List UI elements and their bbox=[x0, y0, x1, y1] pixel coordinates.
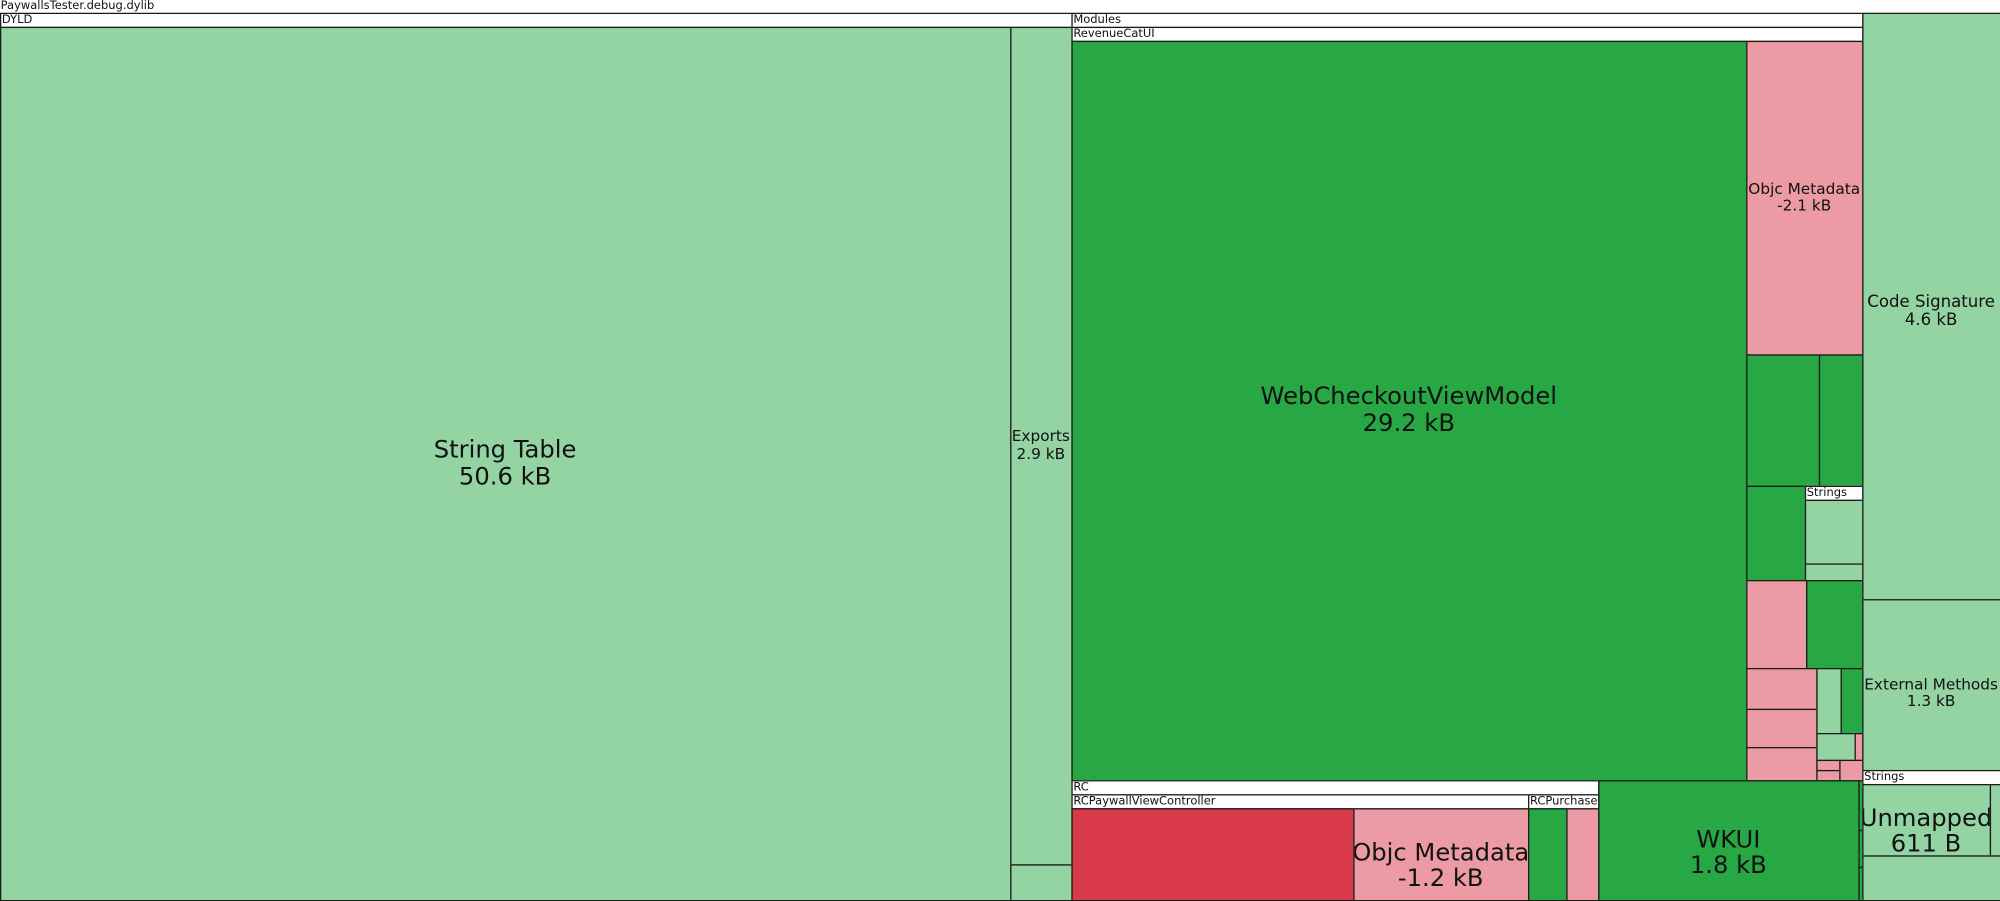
group-header[interactable]: RC bbox=[1070, 779, 1599, 795]
tile[interactable] bbox=[1070, 807, 1354, 901]
tile-label: External Methods bbox=[1864, 675, 1998, 693]
tile[interactable] bbox=[1818, 353, 1863, 487]
tile[interactable]: Objc Metadata -2.1 kB bbox=[1745, 40, 1863, 356]
tile[interactable]: Objc Metadata -1.2 kB bbox=[1352, 807, 1529, 901]
tile[interactable] bbox=[1745, 746, 1817, 781]
tile[interactable] bbox=[1745, 353, 1820, 487]
tile[interactable] bbox=[1745, 667, 1817, 710]
tile-size: 50.6 kB bbox=[458, 462, 552, 491]
tile[interactable]: String Table 50.6 kB bbox=[0, 26, 1011, 901]
root-header: PaywallsTester.debug.dylib bbox=[0, 0, 2000, 14]
tile-label: Objc Metadata bbox=[1748, 179, 1861, 198]
tile[interactable]: Unmapped 611 B bbox=[1861, 783, 1991, 857]
tile[interactable] bbox=[1009, 863, 1073, 901]
tile-size: -2.1 kB bbox=[1777, 196, 1832, 215]
tile[interactable]: Code Signature 4.6 kB bbox=[1861, 12, 2000, 600]
group-header[interactable]: Strings bbox=[1804, 485, 1863, 501]
tile[interactable]: Exports 2.9 kB bbox=[1009, 26, 1073, 865]
tile[interactable] bbox=[1815, 667, 1842, 734]
tile[interactable]: WebCheckoutViewModel 29.2 kB bbox=[1070, 40, 1747, 781]
group-header[interactable]: RCPaywallViewController bbox=[1070, 793, 1529, 809]
tile-size: 4.6 kB bbox=[1904, 310, 1958, 330]
tile[interactable] bbox=[1861, 854, 2000, 901]
tile[interactable] bbox=[1839, 667, 1863, 734]
tile-size: 1.8 kB bbox=[1689, 852, 1767, 881]
tile[interactable] bbox=[1804, 562, 1863, 581]
tile[interactable] bbox=[1527, 807, 1567, 901]
tile[interactable] bbox=[1804, 499, 1863, 565]
tile[interactable] bbox=[1565, 807, 1599, 901]
tile[interactable]: External Methods 1.3 kB bbox=[1861, 598, 2000, 771]
tile-label: Objc Metadata bbox=[1352, 838, 1529, 867]
tile-label: String Table bbox=[433, 435, 577, 464]
tile-size: -1.2 kB bbox=[1397, 864, 1484, 893]
tile-size: 611 B bbox=[1890, 830, 1962, 857]
tile-size: 1.3 kB bbox=[1906, 691, 1956, 710]
tile-label: WKUI bbox=[1696, 825, 1761, 854]
tile[interactable]: WKUI 1.8 kB bbox=[1597, 779, 1860, 901]
tile[interactable] bbox=[1745, 579, 1807, 669]
tile-label: Exports bbox=[1011, 427, 1070, 446]
tile[interactable] bbox=[1805, 579, 1863, 669]
tile[interactable] bbox=[1815, 732, 1856, 761]
tile-size: 2.9 kB bbox=[1016, 444, 1066, 463]
tile[interactable] bbox=[1989, 783, 2000, 857]
group-header[interactable]: RCPurchases bbox=[1527, 793, 1599, 809]
tile[interactable] bbox=[1745, 708, 1817, 748]
tile-size: 29.2 kB bbox=[1362, 409, 1455, 438]
tile[interactable] bbox=[1838, 759, 1863, 781]
group-header[interactable]: Modules bbox=[1070, 12, 1863, 28]
group-header[interactable]: DYLD bbox=[0, 12, 1073, 28]
group-header[interactable]: RevenueCatUI bbox=[1070, 26, 1863, 42]
tile-label: Code Signature bbox=[1867, 292, 1995, 312]
tile[interactable] bbox=[1745, 485, 1806, 581]
group-header[interactable]: Strings bbox=[1861, 769, 2000, 785]
tile-label: WebCheckoutViewModel bbox=[1260, 382, 1558, 411]
tile-label: Unmapped bbox=[1861, 803, 1991, 832]
